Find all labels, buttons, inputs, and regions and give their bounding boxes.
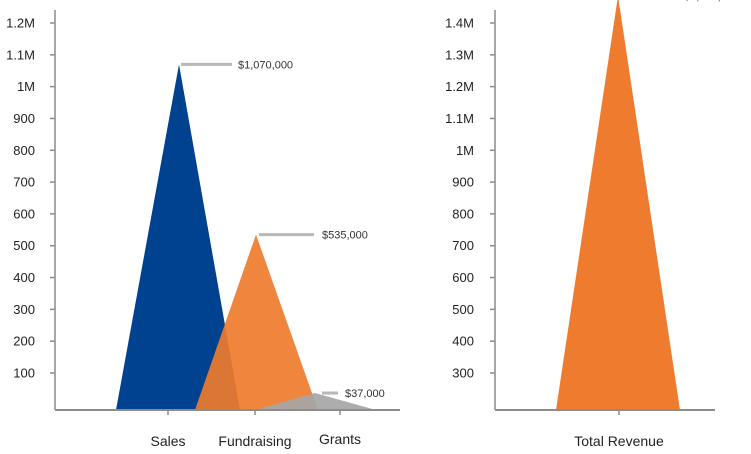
y-tick-label: 800 xyxy=(452,206,474,221)
y-tick-label: 900 xyxy=(452,175,474,190)
y-tick-label: 500 xyxy=(452,302,474,317)
y-tick-label: 700 xyxy=(13,175,35,190)
y-tick-label: 400 xyxy=(13,270,35,285)
y-tick-label: 600 xyxy=(452,270,474,285)
y-tick-label: 1M xyxy=(17,79,35,94)
y-tick-label: 1.2M xyxy=(445,79,474,94)
y-tick-label: 300 xyxy=(13,302,35,317)
y-tick-label: 800 xyxy=(13,143,35,158)
y-tick-label: 900 xyxy=(13,111,35,126)
y-tick-label: 1.1M xyxy=(445,111,474,126)
y-tick-label: 100 xyxy=(13,366,35,381)
y-tick-label: 600 xyxy=(13,206,35,221)
y-tick-label: 1.3M xyxy=(445,47,474,62)
y-tick-label: 200 xyxy=(13,334,35,349)
y-tick-label: 1.2M xyxy=(6,16,35,31)
y-tick-label: 1M xyxy=(456,143,474,158)
peak-sales xyxy=(116,64,240,410)
data-label: $535,000 xyxy=(322,230,368,242)
y-tick-label: 400 xyxy=(452,334,474,349)
peak-fundraising xyxy=(195,234,318,410)
x-tick-label: Sales xyxy=(150,433,185,449)
peak-grants xyxy=(255,393,376,410)
y-tick-label: 1.1M xyxy=(6,47,35,62)
data-label: $1,485,000 xyxy=(684,0,739,3)
y-tick-label: 500 xyxy=(13,238,35,253)
y-tick-label: 1.4M xyxy=(445,16,474,31)
y-tick-label: 300 xyxy=(452,366,474,381)
x-tick-label: Fundraising xyxy=(218,433,291,449)
data-label: $37,000 xyxy=(345,388,385,400)
y-tick-label: 700 xyxy=(452,238,474,253)
peak-total-revenue xyxy=(556,0,680,410)
data-label: $1,070,000 xyxy=(238,59,293,71)
x-tick-label: Grants xyxy=(319,431,361,447)
x-tick-label: Total Revenue xyxy=(574,433,664,449)
